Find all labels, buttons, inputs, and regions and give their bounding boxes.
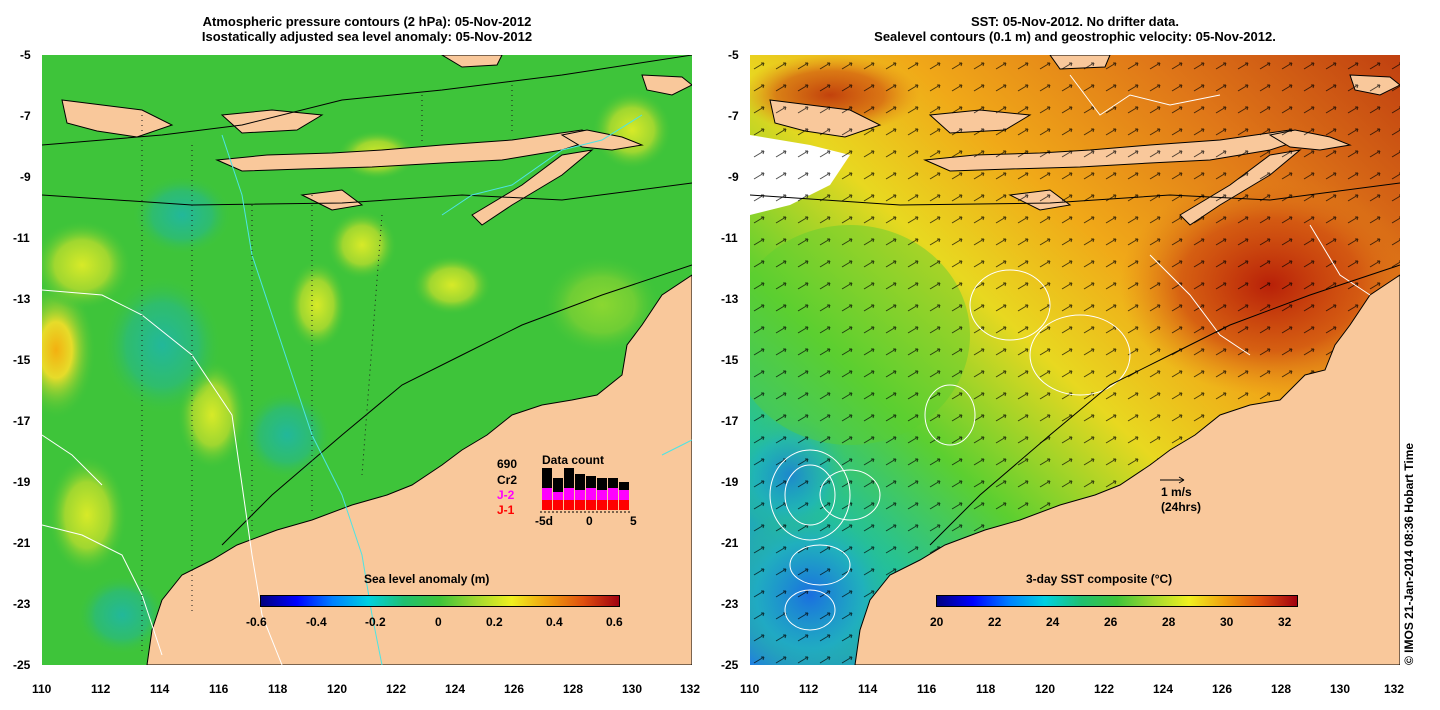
imos-credit: © IMOS 21-Jan-2014 08:36 Hobart Time bbox=[1402, 442, 1416, 665]
left-lat-tick-1: -7 bbox=[20, 109, 31, 123]
right-lat-tick-5: -15 bbox=[721, 353, 739, 367]
left-lon-tick-1: 112 bbox=[91, 682, 111, 696]
sla-anomaly-blobs bbox=[42, 90, 672, 655]
left-lon-tick-11: 132 bbox=[680, 682, 701, 696]
velocity-scale-arrow bbox=[1160, 476, 1185, 484]
sst-colorbar bbox=[936, 595, 1298, 607]
left-lat-tick-7: -19 bbox=[13, 475, 31, 489]
sst-tick-3: 26 bbox=[1104, 615, 1118, 629]
sst-colorbar-title: 3-day SST composite (°C) bbox=[1026, 572, 1173, 586]
data-count-title: Data count bbox=[542, 453, 605, 467]
left-title-line2: Isostatically adjusted sea level anomaly… bbox=[201, 29, 533, 44]
sst-map-canvas bbox=[750, 55, 1400, 665]
left-lat-tick-8: -21 bbox=[13, 536, 31, 550]
data-count-bars bbox=[540, 468, 632, 513]
sst-tick-1: 22 bbox=[988, 615, 1002, 629]
sea-level-anomaly-map: 690 Cr2 J-2 J-1 Data count bbox=[42, 55, 692, 665]
right-lon-tick-3: 116 bbox=[917, 682, 937, 696]
right-lon-tick-8: 126 bbox=[1212, 682, 1233, 696]
left-lat-tick-0: -5 bbox=[20, 48, 31, 62]
right-title-line2: Sealevel contours (0.1 m) and geostrophi… bbox=[874, 29, 1276, 44]
left-lon-tick-2: 114 bbox=[150, 682, 170, 696]
data-count-bar-group bbox=[540, 468, 632, 513]
data-count-value: 690 bbox=[497, 457, 518, 471]
sla-tick-2: -0.2 bbox=[365, 615, 386, 629]
sla-colorbar-title: Sea level anomaly (m) bbox=[364, 572, 490, 586]
sla-tick-5: 0.4 bbox=[546, 615, 563, 629]
right-title-line1: SST: 05-Nov-2012. No drifter data. bbox=[970, 14, 1180, 29]
right-lat-tick-3: -11 bbox=[721, 231, 738, 245]
left-lat-tick-4: -13 bbox=[13, 292, 31, 306]
right-lon-tick-9: 128 bbox=[1271, 682, 1292, 696]
data-count-axis-end: 5 bbox=[630, 514, 637, 528]
left-lon-tick-10: 130 bbox=[622, 682, 643, 696]
bathymetry-lines bbox=[221, 114, 692, 665]
velocity-scale-value: 1 m/s bbox=[1161, 485, 1192, 499]
sst-tick-6: 32 bbox=[1278, 615, 1292, 629]
right-lon-tick-11: 132 bbox=[1384, 682, 1405, 696]
right-lat-tick-9: -23 bbox=[721, 597, 739, 611]
sla-tick-0: -0.6 bbox=[246, 615, 267, 629]
geostrophic-velocity-arrows bbox=[750, 55, 1400, 665]
right-lat-tick-0: -5 bbox=[728, 48, 739, 62]
sla-colorbar bbox=[260, 595, 620, 607]
sla-tick-3: 0 bbox=[435, 615, 442, 629]
velocity-scale-period: (24hrs) bbox=[1161, 500, 1202, 514]
sst-tick-2: 24 bbox=[1046, 615, 1060, 629]
right-lat-tick-7: -19 bbox=[721, 475, 739, 489]
satellite-j2-label: J-2 bbox=[497, 488, 515, 502]
right-lat-tick-4: -13 bbox=[721, 292, 739, 306]
sla-landmasses bbox=[61, 55, 692, 665]
left-lat-tick-10: -25 bbox=[13, 658, 31, 672]
sla-tick-1: -0.4 bbox=[306, 615, 327, 629]
left-lon-tick-7: 124 bbox=[445, 682, 466, 696]
right-lon-tick-5: 120 bbox=[1035, 682, 1056, 696]
left-lat-tick-9: -23 bbox=[13, 597, 31, 611]
right-lat-tick-1: -7 bbox=[728, 109, 739, 123]
sealevel-contours bbox=[769, 74, 1371, 631]
left-lat-tick-5: -15 bbox=[13, 353, 31, 367]
right-lat-tick-2: -9 bbox=[728, 170, 739, 184]
data-count-axis-start: -5d bbox=[535, 514, 553, 528]
left-lon-tick-8: 126 bbox=[504, 682, 525, 696]
right-lon-tick-6: 122 bbox=[1094, 682, 1115, 696]
right-lon-tick-2: 114 bbox=[858, 682, 878, 696]
sla-map-canvas bbox=[42, 55, 692, 665]
left-title-line1: Atmospheric pressure contours (2 hPa): 0… bbox=[202, 14, 532, 29]
left-lon-tick-3: 116 bbox=[209, 682, 229, 696]
right-lon-tick-10: 130 bbox=[1330, 682, 1351, 696]
sst-tick-0: 20 bbox=[930, 615, 944, 629]
right-lat-tick-8: -21 bbox=[721, 536, 739, 550]
sla-tick-4: 0.2 bbox=[486, 615, 503, 629]
satellite-cr2-label: Cr2 bbox=[497, 473, 518, 487]
sst-tick-4: 28 bbox=[1162, 615, 1176, 629]
right-lat-tick-10: -25 bbox=[721, 658, 739, 672]
right-lon-tick-4: 118 bbox=[976, 682, 996, 696]
right-lon-tick-7: 124 bbox=[1153, 682, 1174, 696]
right-lat-tick-6: -17 bbox=[721, 414, 739, 428]
sst-tick-5: 30 bbox=[1220, 615, 1234, 629]
left-map-title: Atmospheric pressure contours (2 hPa): 0… bbox=[42, 14, 692, 44]
satellite-tracks bbox=[141, 85, 513, 655]
data-count-axis-mid: 0 bbox=[586, 514, 593, 528]
left-lat-tick-6: -17 bbox=[13, 414, 31, 428]
left-lon-tick-9: 128 bbox=[563, 682, 584, 696]
right-lon-tick-1: 112 bbox=[799, 682, 819, 696]
sst-depth-contours bbox=[750, 182, 1400, 546]
left-lon-tick-0: 110 bbox=[32, 682, 52, 696]
left-lon-tick-5: 120 bbox=[327, 682, 348, 696]
depth-contours bbox=[42, 289, 283, 665]
right-map-title: SST: 05-Nov-2012. No drifter data. Seale… bbox=[750, 14, 1400, 44]
left-lon-tick-6: 122 bbox=[386, 682, 407, 696]
satellite-j1-label: J-1 bbox=[497, 503, 515, 517]
pressure-contours bbox=[42, 55, 692, 546]
left-lon-tick-4: 118 bbox=[268, 682, 288, 696]
right-lon-tick-0: 110 bbox=[740, 682, 760, 696]
sst-map: 1 m/s (24hrs) 3-day SST composite (°C) 2… bbox=[750, 55, 1400, 665]
left-lat-tick-2: -9 bbox=[20, 170, 31, 184]
left-lat-tick-3: -11 bbox=[13, 231, 30, 245]
sla-tick-6: 0.6 bbox=[606, 615, 623, 629]
